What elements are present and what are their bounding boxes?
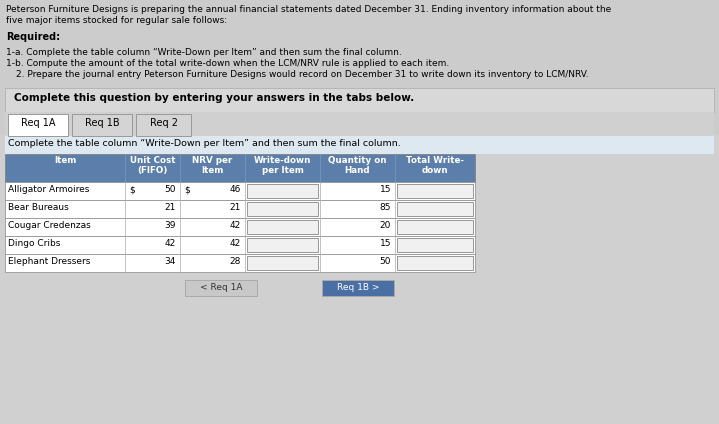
Text: 42: 42 <box>165 239 176 248</box>
Text: five major items stocked for regular sale follows:: five major items stocked for regular sal… <box>6 16 227 25</box>
Bar <box>72 114 132 136</box>
Text: 1-a. Complete the table column “Write-Down per Item” and then sum the final colu: 1-a. Complete the table column “Write-Do… <box>6 48 402 57</box>
Bar <box>5 200 475 218</box>
Text: Req 2: Req 2 <box>150 118 178 128</box>
Bar <box>8 114 68 136</box>
Bar <box>136 114 191 136</box>
Bar <box>5 112 714 138</box>
Bar <box>247 256 318 270</box>
Bar <box>247 238 318 252</box>
Text: $: $ <box>184 185 190 194</box>
Text: 34: 34 <box>165 257 176 266</box>
Text: 21: 21 <box>165 203 176 212</box>
Text: < Req 1A: < Req 1A <box>200 283 242 292</box>
Bar <box>5 218 475 236</box>
Text: 28: 28 <box>229 257 241 266</box>
Text: 42: 42 <box>230 239 241 248</box>
Bar <box>5 136 714 154</box>
Text: 39: 39 <box>165 221 176 230</box>
Text: 15: 15 <box>380 185 391 194</box>
Text: Item: Item <box>54 156 76 165</box>
Text: 21: 21 <box>229 203 241 212</box>
Text: 1-b. Compute the amount of the total write-down when the LCM/NRV rule is applied: 1-b. Compute the amount of the total wri… <box>6 59 449 68</box>
Text: Complete this question by entering your answers in the tabs below.: Complete this question by entering your … <box>14 93 414 103</box>
Bar <box>247 220 318 234</box>
Bar <box>5 154 475 182</box>
Text: Dingo Cribs: Dingo Cribs <box>8 239 60 248</box>
Bar <box>247 184 318 198</box>
Bar <box>0 0 719 135</box>
Text: $: $ <box>129 185 134 194</box>
Text: Elephant Dressers: Elephant Dressers <box>8 257 91 266</box>
Bar <box>185 280 257 296</box>
Text: Unit Cost
(FIFO): Unit Cost (FIFO) <box>129 156 175 176</box>
Bar <box>322 280 394 296</box>
Text: Alligator Armoires: Alligator Armoires <box>8 185 89 194</box>
Text: 50: 50 <box>165 185 176 194</box>
Bar <box>5 88 714 112</box>
Text: Cougar Credenzas: Cougar Credenzas <box>8 221 91 230</box>
Text: Req 1B >: Req 1B > <box>336 283 379 292</box>
Text: Req 1A: Req 1A <box>21 118 55 128</box>
Text: Req 1B: Req 1B <box>85 118 119 128</box>
Bar <box>5 182 475 200</box>
Text: 85: 85 <box>380 203 391 212</box>
Text: 2. Prepare the journal entry Peterson Furniture Designs would record on December: 2. Prepare the journal entry Peterson Fu… <box>16 70 589 79</box>
Text: NRV per
Item: NRV per Item <box>193 156 233 176</box>
Text: Complete the table column “Write-Down per Item” and then sum the final column.: Complete the table column “Write-Down pe… <box>8 139 400 148</box>
Text: Total Write-
down: Total Write- down <box>406 156 464 176</box>
Bar <box>5 254 475 272</box>
Bar <box>397 256 473 270</box>
Text: 50: 50 <box>380 257 391 266</box>
Text: Required:: Required: <box>6 32 60 42</box>
Text: Peterson Furniture Designs is preparing the annual financial statements dated De: Peterson Furniture Designs is preparing … <box>6 5 611 14</box>
Text: 42: 42 <box>230 221 241 230</box>
Bar <box>397 184 473 198</box>
Text: 46: 46 <box>229 185 241 194</box>
Bar <box>397 220 473 234</box>
Text: 15: 15 <box>380 239 391 248</box>
Bar <box>247 202 318 216</box>
Text: Bear Bureaus: Bear Bureaus <box>8 203 69 212</box>
Text: 20: 20 <box>380 221 391 230</box>
Bar <box>397 202 473 216</box>
Text: Write-down
per Item: Write-down per Item <box>254 156 311 176</box>
Text: Quantity on
Hand: Quantity on Hand <box>329 156 387 176</box>
Bar <box>5 236 475 254</box>
Bar <box>397 238 473 252</box>
